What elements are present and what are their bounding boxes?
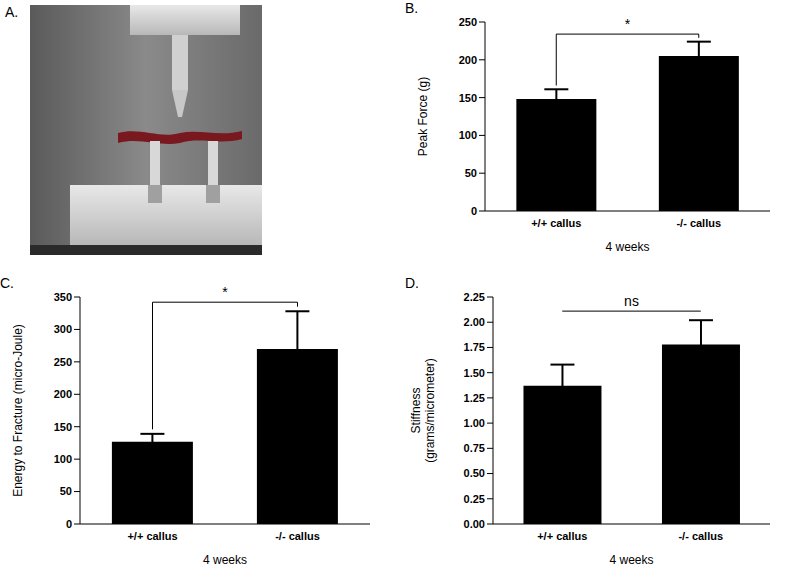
- svg-text:1.00: 1.00: [464, 417, 485, 429]
- svg-text:0.25: 0.25: [464, 493, 485, 505]
- svg-text:100: 100: [459, 129, 477, 141]
- html-text:A.: A.: [5, 4, 19, 20]
- svg-text:Stiffness(grams/micrometer): Stiffness(grams/micrometer): [409, 358, 437, 463]
- svg-text:0: 0: [471, 205, 477, 217]
- svg-text:150: 150: [459, 92, 477, 104]
- svg-text:4 weeks: 4 weeks: [605, 240, 649, 254]
- svg-text:100: 100: [54, 453, 72, 465]
- svg-text:*: *: [625, 16, 631, 32]
- svg-text:2.25: 2.25: [464, 291, 485, 303]
- svg-text:0.75: 0.75: [464, 442, 485, 454]
- html-text:B.: B.: [405, 0, 419, 16]
- svg-text:50: 50: [465, 167, 477, 179]
- svg-text:1.75: 1.75: [464, 341, 485, 353]
- svg-text:1.50: 1.50: [464, 367, 485, 379]
- svg-text:0.50: 0.50: [464, 467, 485, 479]
- svg-text:+/+ callus: +/+ callus: [537, 530, 587, 542]
- svg-text:ns: ns: [624, 293, 639, 309]
- svg-text:*: *: [222, 284, 228, 300]
- svg-text:200: 200: [459, 54, 477, 66]
- svg-text:250: 250: [459, 16, 477, 28]
- svg-text:4 weeks: 4 weeks: [203, 553, 247, 567]
- svg-text:350: 350: [54, 291, 72, 303]
- svg-text:2.00: 2.00: [464, 316, 485, 328]
- svg-text:-/- callus: -/- callus: [275, 530, 320, 542]
- svg-text:300: 300: [54, 323, 72, 335]
- svg-text:200: 200: [54, 388, 72, 400]
- svg-text:0: 0: [66, 518, 72, 530]
- svg-text:1.25: 1.25: [464, 392, 485, 404]
- svg-text:+/+ callus: +/+ callus: [127, 530, 177, 542]
- html-text:C.: C.: [0, 275, 14, 291]
- svg-text:4 weeks: 4 weeks: [609, 553, 653, 567]
- svg-text:0.00: 0.00: [464, 518, 485, 530]
- svg-text:250: 250: [54, 356, 72, 368]
- svg-text:150: 150: [54, 421, 72, 433]
- html-text:D.: D.: [405, 275, 419, 291]
- svg-text:-/- callus: -/- callus: [678, 530, 723, 542]
- svg-text:50: 50: [60, 485, 72, 497]
- svg-text:-/- callus: -/- callus: [676, 217, 721, 229]
- svg-text:Energy to Fracture (micro-Joul: Energy to Fracture (micro-Joule): [11, 324, 25, 497]
- svg-text:Peak Force (g): Peak Force (g): [416, 77, 430, 156]
- svg-text:+/+ callus: +/+ callus: [531, 217, 581, 229]
